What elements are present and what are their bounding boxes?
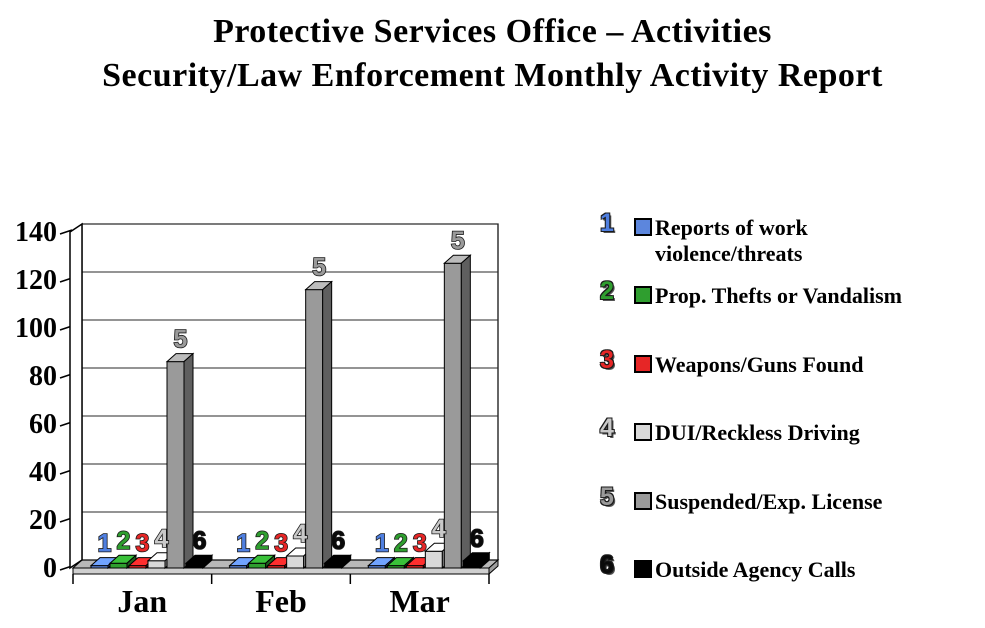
legend-item-4: 4 DUI/Reckless Driving [600, 416, 860, 446]
bar-label-series2: 2 [255, 527, 269, 555]
legend-label-3: Weapons/Guns Found [655, 352, 864, 377]
x-axis-label-jan: Jan [117, 583, 167, 619]
chart-legend: 1 Reports of work violence/threats 2 Prop. … [600, 200, 980, 620]
legend-item-6: 6 Outside Agency Calls [600, 553, 856, 583]
legend-item-2: 2 Prop. Thefts or Vandalism [600, 279, 902, 309]
bar-label-series5: 5 [174, 326, 188, 354]
legend-label-5: Suspended/Exp. License [655, 489, 883, 514]
bar-label-series3: 3 [274, 530, 288, 558]
bar-feb-series5 [304, 280, 333, 570]
svg-text:140: 140 [15, 217, 57, 248]
bar-mar-series5 [443, 254, 472, 570]
bar-label-series6: 6 [193, 527, 207, 555]
svg-text:100: 100 [15, 313, 57, 344]
x-axis-label-feb: Feb [255, 583, 307, 619]
bar-label-series5: 5 [451, 227, 465, 255]
legend-label-6: Outside Agency Calls [655, 557, 856, 582]
svg-text:20: 20 [29, 505, 57, 536]
bar-label-series4: 4 [432, 515, 446, 543]
bar-label-series2: 2 [394, 530, 408, 558]
bar-label-series5: 5 [312, 254, 326, 282]
svg-text:0: 0 [43, 553, 57, 584]
legend-swatch-4 [634, 423, 652, 441]
legend-label-1: Reports of work violence/threats [655, 215, 808, 267]
bar-label-series3: 3 [136, 530, 150, 558]
legend-swatch-3 [634, 355, 652, 373]
bar-label-series6: 6 [331, 527, 345, 555]
legend-item-3: 3 Weapons/Guns Found [600, 348, 864, 378]
bar-mar-series6 [462, 551, 491, 570]
bar-feb-series6 [323, 554, 352, 570]
legend-number-2: 2 [600, 277, 614, 305]
bar-label-series1: 1 [236, 530, 250, 558]
bar-jan-series6 [184, 554, 214, 570]
bar-jan-series5 [165, 352, 195, 570]
legend-number-3: 3 [600, 346, 614, 374]
bar-label-series2: 2 [117, 527, 131, 555]
legend-swatch-2 [634, 286, 652, 304]
bar-label-series1: 1 [98, 530, 112, 558]
legend-item-5: 5 Suspended/Exp. License [600, 485, 883, 515]
legend-number-5: 5 [600, 483, 614, 511]
svg-text:80: 80 [29, 361, 57, 392]
bar-label-series3: 3 [413, 530, 427, 558]
bar-label-series4: 4 [155, 525, 169, 553]
legend-number-4: 4 [600, 414, 614, 442]
legend-label-4: DUI/Reckless Driving [655, 420, 860, 445]
svg-text:40: 40 [29, 457, 57, 488]
svg-text:60: 60 [29, 409, 57, 440]
legend-label-2: Prop. Thefts or Vandalism [655, 283, 902, 308]
legend-number-1: 1 [600, 209, 614, 237]
chart-title-line1: Protective Services Office – Activities [213, 13, 772, 50]
bar-feb-series2 [247, 554, 276, 570]
legend-swatch-5 [634, 492, 652, 510]
bar-label-series6: 6 [470, 525, 484, 553]
legend-swatch-6 [634, 560, 652, 578]
legend-swatch-1 [634, 218, 652, 236]
x-axis-label-mar: Mar [389, 583, 449, 619]
chart-title: Protective Services Office – Activities … [0, 10, 985, 97]
bar-label-series1: 1 [375, 530, 389, 558]
chart-title-line2: Security/Law Enforcement Monthly Activit… [102, 56, 883, 94]
legend-item-1: 1 Reports of work violence/threats [600, 211, 937, 268]
legend-number-6: 6 [600, 551, 614, 579]
bar-label-series4: 4 [293, 520, 307, 548]
svg-text:120: 120 [15, 265, 57, 296]
